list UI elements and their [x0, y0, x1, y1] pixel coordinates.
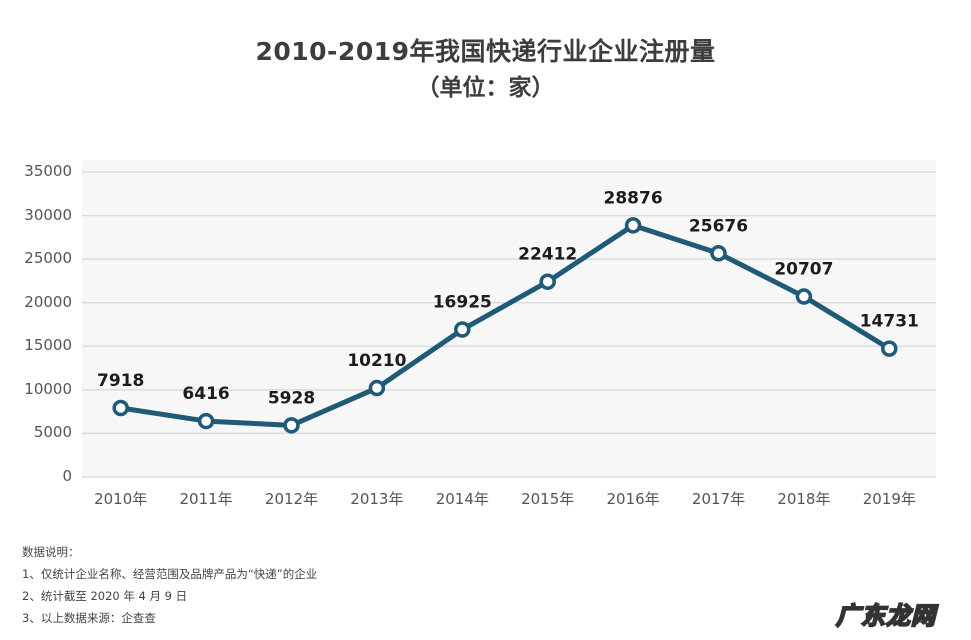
data-point-marker	[283, 417, 300, 434]
x-tick-label: 2019年	[862, 490, 916, 508]
data-point-marker	[795, 288, 813, 305]
x-tick-label: 2017年	[691, 490, 746, 508]
x-tick-label: 2016年	[606, 490, 660, 508]
note-item: 1、仅统计企业名称、经营范围及品牌产品为“快递”的企业	[22, 567, 318, 581]
chart-title: 2010-2019年我国快递行业企业注册量	[255, 37, 716, 66]
data-point-marker	[368, 379, 386, 397]
y-tick-label: 5000	[33, 423, 72, 442]
data-label: 5928	[268, 388, 315, 408]
data-label: 14731	[860, 312, 919, 332]
y-tick-label: 20000	[24, 292, 72, 311]
data-label: 25676	[689, 216, 748, 236]
chart-subtitle: （单位：家）	[416, 75, 555, 101]
data-label: 6416	[182, 384, 229, 404]
note-item: 2、统计截至 2020 年 4 月 9 日	[22, 589, 188, 603]
data-notes: 数据说明： 1、仅统计企业名称、经营范围及品牌产品为“快递”的企业 2、统计截至…	[22, 541, 317, 629]
x-tick-label: 2011年	[179, 490, 233, 508]
data-labels: 7918 6416 5928 10210 16925 22412 28876 25676 207…	[97, 188, 919, 408]
y-tick-label: 0	[62, 467, 72, 485]
data-label: 10210	[347, 351, 406, 371]
watermark: 广东龙网	[835, 601, 936, 631]
x-tick-label: 2014年	[435, 490, 489, 508]
x-tick-label: 2018年	[777, 490, 831, 508]
data-markers	[112, 217, 898, 434]
x-tick-label: 2010年	[94, 490, 148, 508]
y-tick-label: 25000	[24, 249, 72, 268]
x-tick-label: 2013年	[350, 490, 404, 508]
data-point-marker	[710, 245, 727, 262]
gridlines	[82, 171, 936, 478]
x-tick-label: 2012年	[264, 490, 319, 508]
data-point-marker	[881, 340, 898, 357]
y-tick-label: 10000	[24, 379, 72, 398]
data-label: 7918	[97, 371, 144, 391]
x-tick-label: 2015年	[521, 490, 575, 508]
data-point-marker	[539, 273, 556, 290]
data-point-marker	[624, 217, 642, 234]
data-label: 28876	[604, 188, 663, 208]
data-label: 16925	[433, 293, 492, 313]
y-tick-label: 30000	[24, 205, 72, 224]
y-tick-label: 15000	[24, 336, 72, 355]
note-item: 3、以上数据来源：企查查	[22, 611, 156, 625]
data-label: 20707	[774, 260, 833, 280]
notes-heading: 数据说明：	[22, 545, 80, 559]
data-label: 22412	[518, 245, 577, 265]
y-tick-label: 35000	[24, 162, 72, 180]
series-line	[118, 222, 892, 428]
data-point-marker	[454, 321, 471, 338]
data-point-marker	[112, 399, 129, 417]
data-point-marker	[197, 412, 215, 430]
plot-area	[82, 160, 936, 478]
